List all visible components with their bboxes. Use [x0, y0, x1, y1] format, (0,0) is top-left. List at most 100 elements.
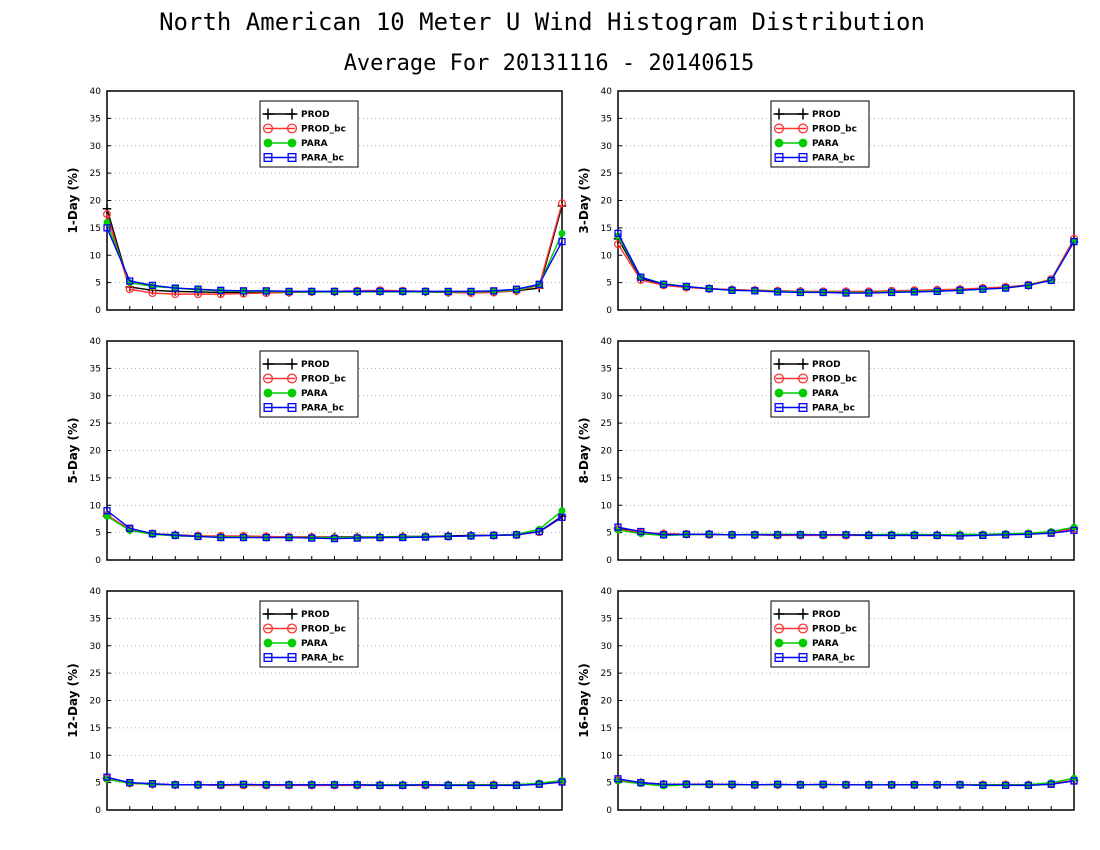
legend-marker	[797, 623, 809, 634]
y-tick-label: 30	[90, 392, 102, 402]
legend-marker	[797, 358, 809, 370]
y-tick-label: 20	[601, 447, 613, 457]
legend-label: PARA_bc	[812, 404, 855, 414]
legend-marker	[287, 388, 297, 398]
legend-marker	[798, 138, 808, 148]
plot-frame	[617, 340, 1075, 561]
data-point-para_bc	[728, 531, 736, 539]
data-point-para_bc	[979, 781, 987, 789]
legend-box	[259, 600, 359, 668]
y-tick-label: 15	[90, 474, 101, 484]
data-point-para_bc	[467, 287, 475, 296]
y-tick-label: 40	[90, 587, 102, 597]
data-point-para_bc	[1047, 529, 1055, 537]
legend-label: PARA_bc	[301, 154, 344, 164]
legend: PROD PROD_bc PARA PARA_bc	[770, 600, 870, 668]
data-point-para_bc	[512, 781, 521, 789]
data-point-prod_bc	[557, 199, 567, 208]
data-point-para_bc	[217, 781, 225, 789]
data-point-para	[558, 507, 566, 515]
data-point-para_bc	[659, 780, 668, 788]
legend-label: PARA	[812, 639, 839, 649]
legend-label: PARA_bc	[812, 654, 855, 664]
data-point-para_bc	[171, 284, 179, 292]
y-tick-label: 5	[95, 779, 101, 789]
y-tick-label: 40	[90, 87, 102, 97]
y-tick-label: 35	[601, 114, 612, 124]
y-tick-label: 35	[90, 114, 101, 124]
y-tick-label: 15	[601, 224, 612, 234]
series-line-para	[106, 222, 563, 293]
data-point-para_bc	[126, 524, 134, 532]
data-point-para_bc	[637, 779, 645, 787]
y-tick-label: 30	[601, 142, 613, 152]
legend-label: PROD_bc	[812, 625, 857, 635]
data-point-para_bc	[444, 781, 452, 789]
legend-label: PARA	[301, 139, 328, 149]
legend-label: PROD_bc	[301, 375, 346, 385]
data-point-para_bc	[467, 532, 475, 540]
data-point-para_bc	[421, 781, 430, 789]
y-tick-label: 20	[90, 697, 102, 707]
legend-label: PROD_bc	[301, 625, 346, 635]
legend-marker	[263, 402, 273, 412]
y-tick-label: 35	[601, 364, 612, 374]
data-point-para_bc	[1001, 284, 1010, 292]
legend: PROD PROD_bc PARA PARA_bc	[259, 600, 359, 668]
legend-marker	[798, 402, 808, 412]
legend: PROD PROD_bc PARA PARA_bc	[770, 350, 870, 418]
y-tick-label: 25	[601, 169, 612, 179]
data-point-para_bc	[330, 781, 339, 789]
data-point-para_bc	[865, 289, 873, 297]
data-point-para_bc	[659, 531, 668, 539]
data-point-para_bc	[535, 527, 543, 536]
legend-label: PROD	[301, 610, 330, 620]
data-point-para_bc	[399, 287, 407, 296]
data-point-para_bc	[171, 531, 179, 539]
data-point-para_bc	[262, 287, 270, 295]
data-point-para_bc	[1047, 276, 1055, 285]
y-tick-label: 25	[601, 669, 612, 679]
legend-label: PROD_bc	[301, 125, 346, 135]
data-point-para_bc	[148, 780, 157, 788]
y-tick-label: 10	[601, 751, 613, 761]
data-point-para_bc	[751, 287, 759, 295]
data-point-para_bc	[512, 285, 521, 293]
data-point-para_bc	[126, 779, 134, 787]
data-point-para_bc	[1001, 531, 1010, 539]
data-point-para_bc	[705, 285, 713, 293]
y-axis-label: 8-Day (%)	[577, 417, 591, 483]
data-point-para_bc	[910, 781, 919, 789]
data-point-para_bc	[796, 781, 805, 789]
series-line-prod	[106, 205, 563, 294]
data-point-prod_bc	[102, 210, 112, 219]
legend-marker	[797, 608, 809, 620]
legend-marker	[262, 108, 274, 120]
data-point-para_bc	[887, 288, 896, 297]
series-line-para_bc	[617, 233, 1075, 294]
legend-marker	[263, 152, 273, 162]
data-point-para_bc	[217, 533, 225, 542]
y-tick-label: 0	[606, 556, 612, 566]
legend-box	[770, 350, 870, 418]
y-tick-label: 25	[90, 669, 101, 679]
data-point-para_bc	[285, 533, 293, 542]
data-point-para_bc	[308, 287, 316, 296]
data-point-para_bc	[148, 281, 157, 289]
y-tick-label: 15	[90, 724, 101, 734]
y-tick-label: 20	[90, 447, 102, 457]
chart-title: North American 10 Meter U Wind Histogram…	[159, 8, 925, 36]
y-tick-label: 35	[90, 614, 101, 624]
chart-panel-5: 0 5 10 15 20 25 30 35 40 12-Day (%) PROD PROD_bc PAR…	[66, 587, 567, 816]
legend-marker	[773, 358, 785, 370]
data-point-para_bc	[239, 780, 248, 788]
data-point-para_bc	[148, 530, 157, 538]
data-point-para_bc	[194, 285, 202, 293]
plot-frame	[617, 90, 1075, 311]
data-point-para_bc	[865, 781, 873, 789]
data-point-para_bc	[535, 780, 543, 788]
data-point-para_bc	[910, 288, 919, 296]
y-tick-label: 10	[90, 751, 102, 761]
legend-marker	[286, 373, 298, 384]
data-point-para_bc	[330, 535, 339, 543]
